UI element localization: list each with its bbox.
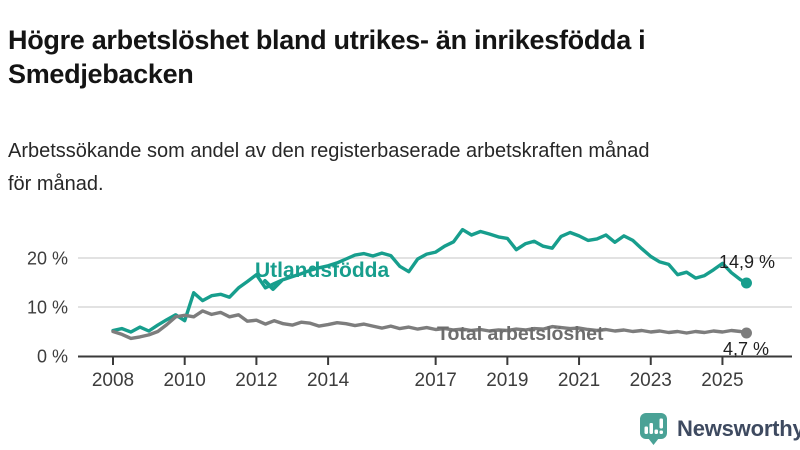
end-value-utlandsfodda: 14,9 %: [719, 252, 775, 272]
series-line-utlandsfodda: [111, 227, 749, 334]
chart-subtitle-line2: för månad.: [8, 173, 104, 195]
x-tick-label: 2023: [630, 370, 672, 391]
page-title-line1: Högre arbetslöshet bland utrikes- än inr…: [8, 25, 646, 56]
x-tick-label: 2010: [164, 370, 206, 391]
label-arrow-down-icon: [263, 279, 283, 291]
newsworthy-logo: Newsworthy: [640, 413, 800, 446]
x-tick-label: 2017: [415, 370, 457, 391]
series-line-total: [111, 309, 749, 341]
x-tick-label: 2019: [486, 370, 528, 391]
end-dot-total: [740, 327, 752, 339]
series-label-utlandsfodda: Utlandsfödda: [255, 259, 389, 282]
y-tick-label: 10 %: [27, 298, 68, 318]
unemployment-line-chart: Utlandsfödda Total arbetslöshet 2008 2010 20…: [27, 227, 792, 391]
end-dot-utlandsfodda: [740, 277, 752, 289]
x-tick-label: 2008: [92, 370, 134, 391]
x-tick-label: 2012: [235, 370, 277, 391]
end-value-total: 4,7 %: [723, 339, 769, 359]
page-title-line2: Smedjebacken: [8, 59, 194, 90]
chart-subtitle: Arbetssökande som andel av den registerb…: [8, 135, 792, 201]
newsworthy-wordmark: Newsworthy: [677, 416, 800, 441]
series-label-total: Total arbetslöshet: [437, 323, 604, 345]
x-tick-label: 2021: [558, 370, 600, 391]
x-tick-label: 2025: [701, 370, 743, 391]
page-title: Högre arbetslöshet bland utrikes- än inr…: [8, 23, 792, 91]
newsworthy-bar-chart-icon: [640, 413, 667, 445]
chart-subtitle-line1: Arbetssökande som andel av den registerb…: [8, 140, 650, 162]
x-tick-label: 2014: [307, 370, 350, 391]
y-tick-label: 20 %: [27, 249, 68, 269]
y-tick-label: 0 %: [37, 347, 68, 367]
